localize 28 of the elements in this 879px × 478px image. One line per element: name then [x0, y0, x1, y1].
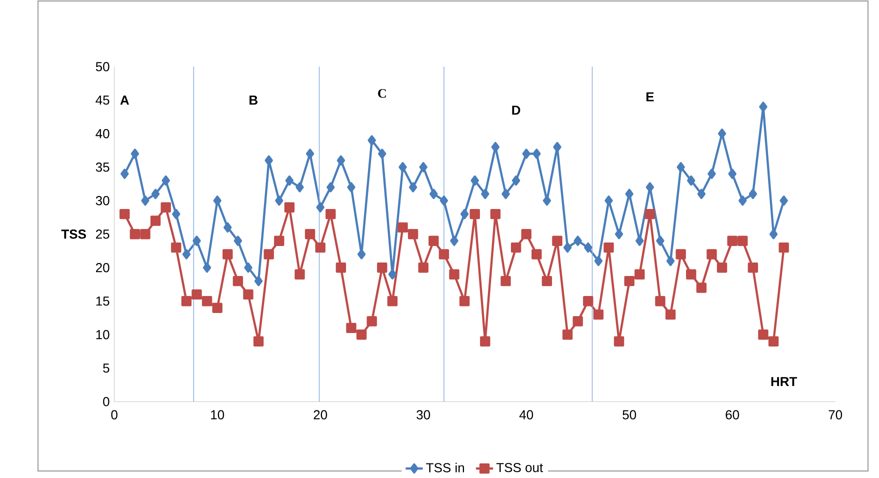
y-tick-label: 0 — [103, 396, 110, 406]
y-tick-label: 40 — [96, 128, 110, 138]
annotation: A — [120, 96, 129, 105]
x-tick-label: 20 — [314, 410, 328, 420]
x-tick-label: 50 — [622, 410, 636, 420]
annotation: E — [646, 92, 654, 102]
y-tick-label: 25 — [96, 229, 110, 239]
legend-label: TSS in — [426, 462, 464, 472]
annotation: D — [512, 106, 520, 115]
y-tick-label: 30 — [96, 196, 110, 206]
x-tick-label: 30 — [416, 410, 430, 420]
y-tick-label: 45 — [96, 96, 110, 105]
y-tick-label: 15 — [96, 296, 110, 306]
y-tick-label: 50 — [96, 62, 110, 72]
y-tick-label: 5 — [103, 364, 110, 373]
x-tick-label: 10 — [211, 410, 224, 420]
legend-label: TSS out — [496, 462, 543, 472]
x-tick-label: 70 — [828, 410, 842, 420]
y-tick-label: 35 — [96, 162, 110, 172]
y-axis-title: TSS — [61, 229, 86, 239]
y-tick-label: 10 — [96, 330, 110, 340]
x-tick-label: 40 — [519, 410, 534, 420]
annotation: HRT — [771, 376, 798, 386]
x-tick-label: 0 — [111, 410, 118, 420]
annotation: B — [250, 96, 258, 105]
annotation: C — [378, 88, 386, 98]
x-tick-label: 60 — [726, 410, 740, 420]
y-tick-label: 20 — [96, 262, 110, 272]
